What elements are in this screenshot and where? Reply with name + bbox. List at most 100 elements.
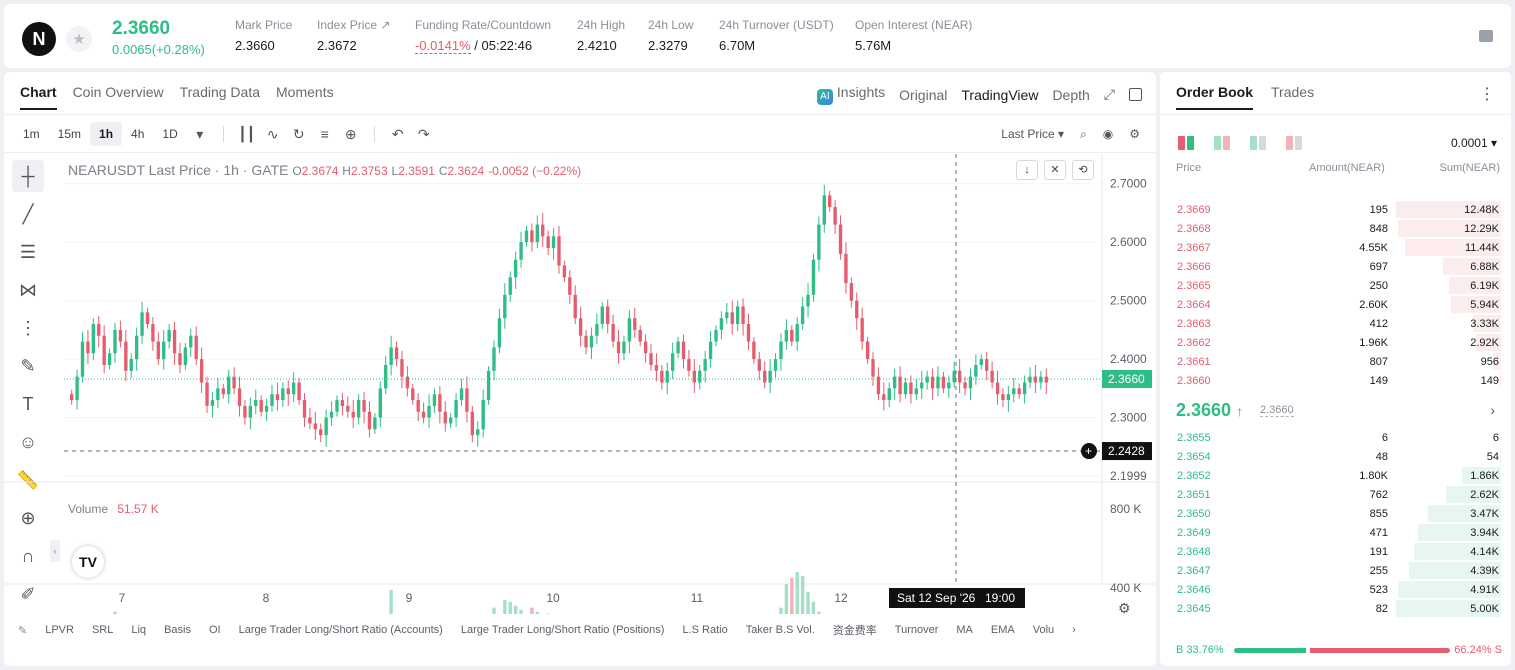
view-original[interactable]: Original bbox=[899, 86, 948, 103]
window-icon[interactable] bbox=[1129, 88, 1142, 101]
tab-trading-data[interactable]: Trading Data bbox=[179, 84, 261, 100]
book-icon[interactable] bbox=[1479, 30, 1493, 42]
more-icon[interactable]: ⋮ bbox=[1479, 86, 1495, 103]
timeframe-4h[interactable]: 4h bbox=[131, 127, 145, 141]
indicator-ma[interactable]: MA bbox=[956, 624, 973, 636]
precision-select[interactable]: 0.0001 ▾ bbox=[1450, 136, 1497, 150]
bid-row[interactable]: 2.3649 471 3.94K bbox=[1160, 523, 1511, 542]
view-tradingview[interactable]: TradingView bbox=[961, 86, 1039, 103]
row-price: 2.3655 bbox=[1177, 432, 1211, 444]
ask-row[interactable]: 2.3664 2.60K 5.94K bbox=[1160, 295, 1511, 314]
price-type-select[interactable]: Last Price ▾ bbox=[1001, 127, 1065, 141]
text-icon[interactable]: T bbox=[22, 393, 34, 414]
ask-row[interactable]: 2.3663 412 3.33K bbox=[1160, 314, 1511, 333]
ask-row[interactable]: 2.3660 149 149 bbox=[1160, 371, 1511, 390]
bid-row[interactable]: 2.3651 762 2.62K bbox=[1160, 485, 1511, 504]
magnet-icon[interactable]: ∩ bbox=[21, 545, 35, 566]
mode-split-icon[interactable] bbox=[1214, 136, 1230, 150]
add-alert-icon[interactable]: ⊕ bbox=[344, 125, 357, 142]
brush-icon[interactable]: ✎ bbox=[20, 355, 36, 376]
view-depth[interactable]: Depth bbox=[1052, 86, 1090, 103]
indicator-ls-ratio[interactable]: L.S Ratio bbox=[682, 624, 728, 636]
indicator-lt-accounts[interactable]: Large Trader Long/Short Ratio (Accounts) bbox=[238, 624, 443, 636]
ruler-icon[interactable]: 📏 bbox=[16, 469, 40, 490]
tab-coin-overview[interactable]: Coin Overview bbox=[72, 84, 164, 100]
indicator-funding-rate[interactable]: 资金费率 bbox=[832, 625, 877, 637]
timeframe-1m[interactable]: 1m bbox=[23, 127, 40, 141]
tab-trades[interactable]: Trades bbox=[1271, 84, 1315, 100]
candle-type-icon[interactable]: ┃┃ bbox=[238, 125, 256, 142]
lock-pencil-icon[interactable]: ✐ bbox=[20, 583, 36, 604]
bid-row[interactable]: 2.3647 255 4.39K bbox=[1160, 561, 1511, 580]
refresh-icon[interactable]: ⟲ bbox=[1072, 160, 1094, 180]
panel-collapse-arrow[interactable]: ‹ bbox=[50, 540, 60, 562]
ask-row[interactable]: 2.3665 250 6.19K bbox=[1160, 276, 1511, 295]
chevron-right-icon[interactable]: › bbox=[1072, 624, 1076, 636]
ask-row[interactable]: 2.3661 807 956 bbox=[1160, 352, 1511, 371]
timeframe-1h[interactable]: 1h bbox=[90, 122, 123, 146]
horizontal-lines-icon[interactable]: ☰ bbox=[19, 241, 37, 262]
stat-funding-rate[interactable]: Funding Rate/Countdown -0.0141% / 05:22:… bbox=[415, 18, 552, 54]
pattern-icon[interactable]: ⋈ bbox=[19, 279, 37, 300]
indicator-basis[interactable]: Basis bbox=[164, 624, 191, 636]
timeframe-1d[interactable]: 1D bbox=[162, 127, 178, 141]
camera-icon[interactable]: ◉ bbox=[1102, 127, 1114, 141]
pencil-icon[interactable]: ✎ bbox=[18, 624, 28, 637]
stat-index-price[interactable]: Index Price ↗ 2.3672 bbox=[317, 18, 391, 53]
tab-chart[interactable]: Chart bbox=[20, 84, 57, 110]
candle bbox=[476, 421, 480, 447]
mode-bids-icon[interactable] bbox=[1250, 136, 1266, 150]
undo-icon[interactable]: ↶ bbox=[391, 125, 404, 142]
arrow-down-icon[interactable]: ↓ bbox=[1016, 160, 1038, 180]
bid-row[interactable]: 2.3654 48 54 bbox=[1160, 447, 1511, 466]
trend-line-icon[interactable]: ╱ bbox=[22, 203, 34, 224]
indicator-lt-positions[interactable]: Large Trader Long/Short Ratio (Positions… bbox=[460, 624, 665, 636]
candle bbox=[681, 334, 686, 369]
bid-row[interactable]: 2.3648 191 4.14K bbox=[1160, 542, 1511, 561]
bid-row[interactable]: 2.3655 6 6 bbox=[1160, 428, 1511, 447]
zoom-icon[interactable]: ⊕ bbox=[20, 507, 36, 528]
indicator-oi[interactable]: OI bbox=[208, 624, 221, 636]
mode-asks-icon[interactable] bbox=[1286, 136, 1302, 150]
indicator-turnover[interactable]: Turnover bbox=[894, 624, 939, 636]
indicator-srl[interactable]: SRL bbox=[91, 624, 114, 636]
template-icon[interactable]: ≡ bbox=[320, 126, 329, 142]
indicator-taker-vol[interactable]: Taker B.S Vol. bbox=[745, 624, 815, 636]
ask-row[interactable]: 2.3662 1.96K 2.92K bbox=[1160, 333, 1511, 352]
indicators-icon[interactable]: ∿ bbox=[266, 125, 279, 142]
insights-button[interactable]: AI Insights bbox=[816, 84, 885, 105]
tab-moments[interactable]: Moments bbox=[276, 84, 334, 100]
tab-order-book[interactable]: Order Book bbox=[1176, 84, 1254, 110]
bid-row[interactable]: 2.3652 1.80K 1.86K bbox=[1160, 466, 1511, 485]
indicator-lpvr[interactable]: LPVR bbox=[45, 624, 74, 636]
emoji-icon[interactable]: ☺ bbox=[18, 431, 38, 452]
favorite-star-icon[interactable]: ★ bbox=[66, 26, 92, 52]
gear-icon[interactable]: ⚙ bbox=[1129, 127, 1140, 141]
replay-icon[interactable]: ↻ bbox=[292, 125, 305, 142]
bid-row[interactable]: 2.3650 855 3.47K bbox=[1160, 504, 1511, 523]
tradingview-logo-icon[interactable]: TV bbox=[72, 546, 104, 578]
bid-row[interactable]: 2.3645 82 5.00K bbox=[1160, 599, 1511, 618]
collapse-icon[interactable]: ✕ bbox=[1044, 160, 1066, 180]
candle-body bbox=[752, 341, 756, 360]
indicator-liq[interactable]: Liq bbox=[131, 624, 147, 636]
redo-icon[interactable]: ↷ bbox=[417, 125, 430, 142]
fib-icon[interactable]: ⋮ bbox=[19, 317, 37, 338]
indicator-ema[interactable]: EMA bbox=[990, 624, 1015, 636]
ask-row[interactable]: 2.3666 697 6.88K bbox=[1160, 257, 1511, 276]
indicator-volume[interactable]: Volu bbox=[1032, 624, 1055, 636]
crosshair-icon[interactable]: ┼ bbox=[12, 160, 44, 192]
chevron-down-icon[interactable]: ▾ bbox=[196, 125, 204, 142]
search-icon[interactable]: ⌕ bbox=[1080, 126, 1087, 141]
expand-icon[interactable]: ⤢ bbox=[1103, 86, 1115, 102]
settings-gear-icon[interactable]: ⚙ bbox=[1118, 600, 1131, 616]
mode-both-icon[interactable] bbox=[1178, 136, 1194, 150]
ask-row[interactable]: 2.3668 848 12.29K bbox=[1160, 219, 1511, 238]
ask-row[interactable]: 2.3669 195 12.48K bbox=[1160, 200, 1511, 219]
bid-row[interactable]: 2.3646 523 4.91K bbox=[1160, 580, 1511, 599]
chevron-right-icon[interactable]: › bbox=[1490, 402, 1495, 418]
timeframe-15m[interactable]: 15m bbox=[57, 127, 82, 141]
candle-body bbox=[308, 417, 312, 424]
ask-row[interactable]: 2.3667 4.55K 11.44K bbox=[1160, 238, 1511, 257]
